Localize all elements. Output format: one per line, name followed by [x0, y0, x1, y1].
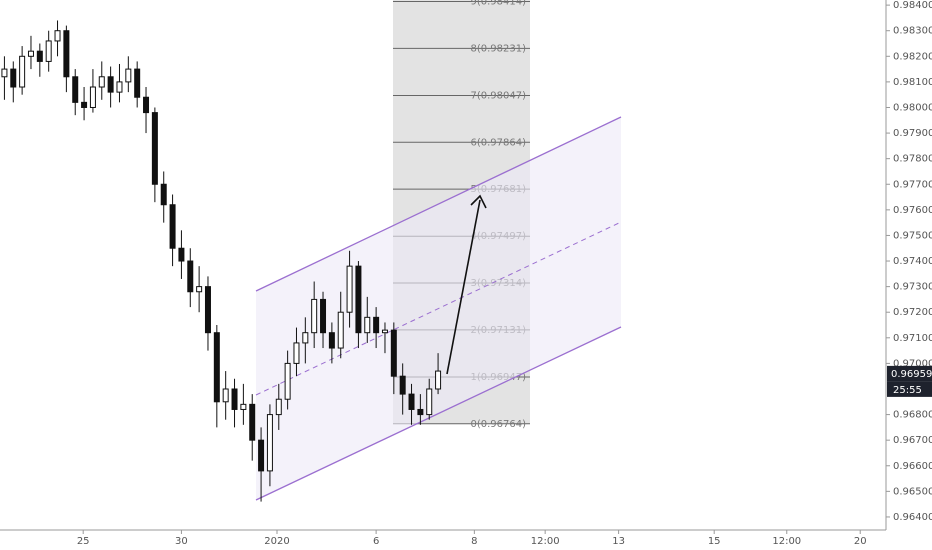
y-tick-label: 0.97500 — [893, 230, 932, 241]
y-tick-label: 0.98100 — [893, 77, 932, 88]
candle-body — [98, 76, 105, 88]
y-tick-label: 0.97800 — [893, 154, 932, 165]
channel-upper — [255, 116, 622, 292]
channel-mid — [255, 221, 622, 396]
candle-body — [178, 247, 185, 262]
fib-label: 7(0.98047) — [470, 90, 526, 101]
x-tick-label: 6 — [373, 536, 379, 547]
arrow — [446, 199, 481, 375]
candle-body — [1, 68, 8, 78]
fib-label: 0(0.96764) — [470, 419, 526, 430]
x-tick-label: 2020 — [264, 536, 289, 547]
price-tag — [887, 365, 932, 382]
candle-body — [346, 265, 353, 313]
y-tick-label: 0.98400 — [893, 0, 932, 11]
y-tick-label: 0.97300 — [893, 282, 932, 293]
y-tick-label: 0.96600 — [893, 461, 932, 472]
candle-body — [204, 286, 211, 334]
x-tick-label: 25 — [77, 536, 90, 547]
candle-body — [408, 393, 415, 410]
candle-body — [337, 311, 344, 349]
fib-label: 8(0.98231) — [470, 43, 526, 54]
candle-body — [302, 332, 309, 344]
candle-body — [196, 286, 203, 293]
candle-body — [364, 316, 371, 334]
candle-body — [399, 375, 406, 395]
y-tick-label: 0.96700 — [893, 435, 932, 446]
candle-body — [187, 260, 194, 293]
axes: 0.96400 0.96500 0.96600 0.96700 0.96800 0.970… — [77, 0, 932, 547]
candle-body — [19, 55, 26, 88]
candle-body — [45, 40, 52, 62]
y-tick-label: 0.97700 — [893, 179, 932, 190]
price-tag-label: 0.96959 — [891, 369, 932, 380]
candle-body — [72, 76, 79, 103]
candle-body — [249, 403, 256, 441]
candle-body — [355, 265, 362, 334]
y-tick-label: 0.98300 — [893, 26, 932, 37]
x-tick-label: 13 — [612, 536, 625, 547]
arrow-head — [470, 194, 487, 209]
fib-label: 9(0.98414) — [470, 0, 526, 8]
fib-label: 6(0.97864) — [470, 137, 526, 148]
x-tick-label: 15 — [708, 536, 721, 547]
candle-body — [293, 342, 300, 364]
candle-body — [275, 398, 282, 416]
candle-body — [311, 298, 318, 334]
x-tick-label: 20 — [854, 536, 867, 547]
countdown-tag — [887, 381, 932, 397]
candle-body — [143, 96, 150, 114]
countdown-label: 25:55 — [893, 385, 922, 396]
y-tick-label: 0.97400 — [893, 256, 932, 267]
candle-body — [160, 183, 167, 206]
candle-body — [107, 76, 114, 93]
candle-body — [381, 329, 388, 334]
candle-body — [36, 50, 43, 62]
candle-body — [54, 30, 61, 42]
y-tick-label: 0.97900 — [893, 128, 932, 139]
candle-body — [417, 408, 424, 416]
x-tick-label: 8 — [471, 536, 477, 547]
y-tick-label: 0.98200 — [893, 51, 932, 62]
candle-body — [89, 86, 96, 108]
candles — [1, 20, 442, 502]
y-tick-label: 0.97200 — [893, 307, 932, 318]
y-tick-label: 0.98000 — [893, 102, 932, 113]
candle-body — [116, 81, 123, 93]
candle-body — [266, 414, 273, 472]
candle-body — [240, 403, 247, 410]
y-tick-label: 0.97000 — [893, 358, 932, 369]
candle-body — [213, 332, 220, 403]
candle-body — [328, 332, 335, 349]
candle-body — [373, 316, 380, 334]
candle-body — [320, 298, 327, 334]
y-tick-label: 0.97100 — [893, 333, 932, 344]
candle-body — [435, 370, 442, 390]
candle-body — [426, 388, 433, 416]
candle-body — [284, 362, 291, 400]
x-tick-label: 12:00 — [531, 536, 560, 547]
x-tick-label: 12:00 — [772, 536, 801, 547]
y-tick-label: 0.96400 — [893, 512, 932, 523]
candle-body — [222, 388, 229, 403]
candle-body — [27, 50, 34, 57]
candle-body — [258, 439, 265, 472]
candle-body — [125, 68, 132, 83]
candle-body — [134, 68, 141, 98]
candle-body — [231, 388, 238, 410]
y-tick-label: 0.96500 — [893, 486, 932, 497]
candle-body — [169, 204, 176, 249]
x-tick-label: 30 — [175, 536, 188, 547]
candle-body — [390, 329, 397, 377]
candle-body — [151, 112, 158, 185]
y-tick-label: 0.97600 — [893, 205, 932, 216]
channel-lower — [255, 326, 622, 501]
y-tick-label: 0.96800 — [893, 410, 932, 421]
candle-body — [10, 68, 17, 88]
candle-body — [63, 30, 70, 78]
candle-body — [81, 101, 88, 108]
